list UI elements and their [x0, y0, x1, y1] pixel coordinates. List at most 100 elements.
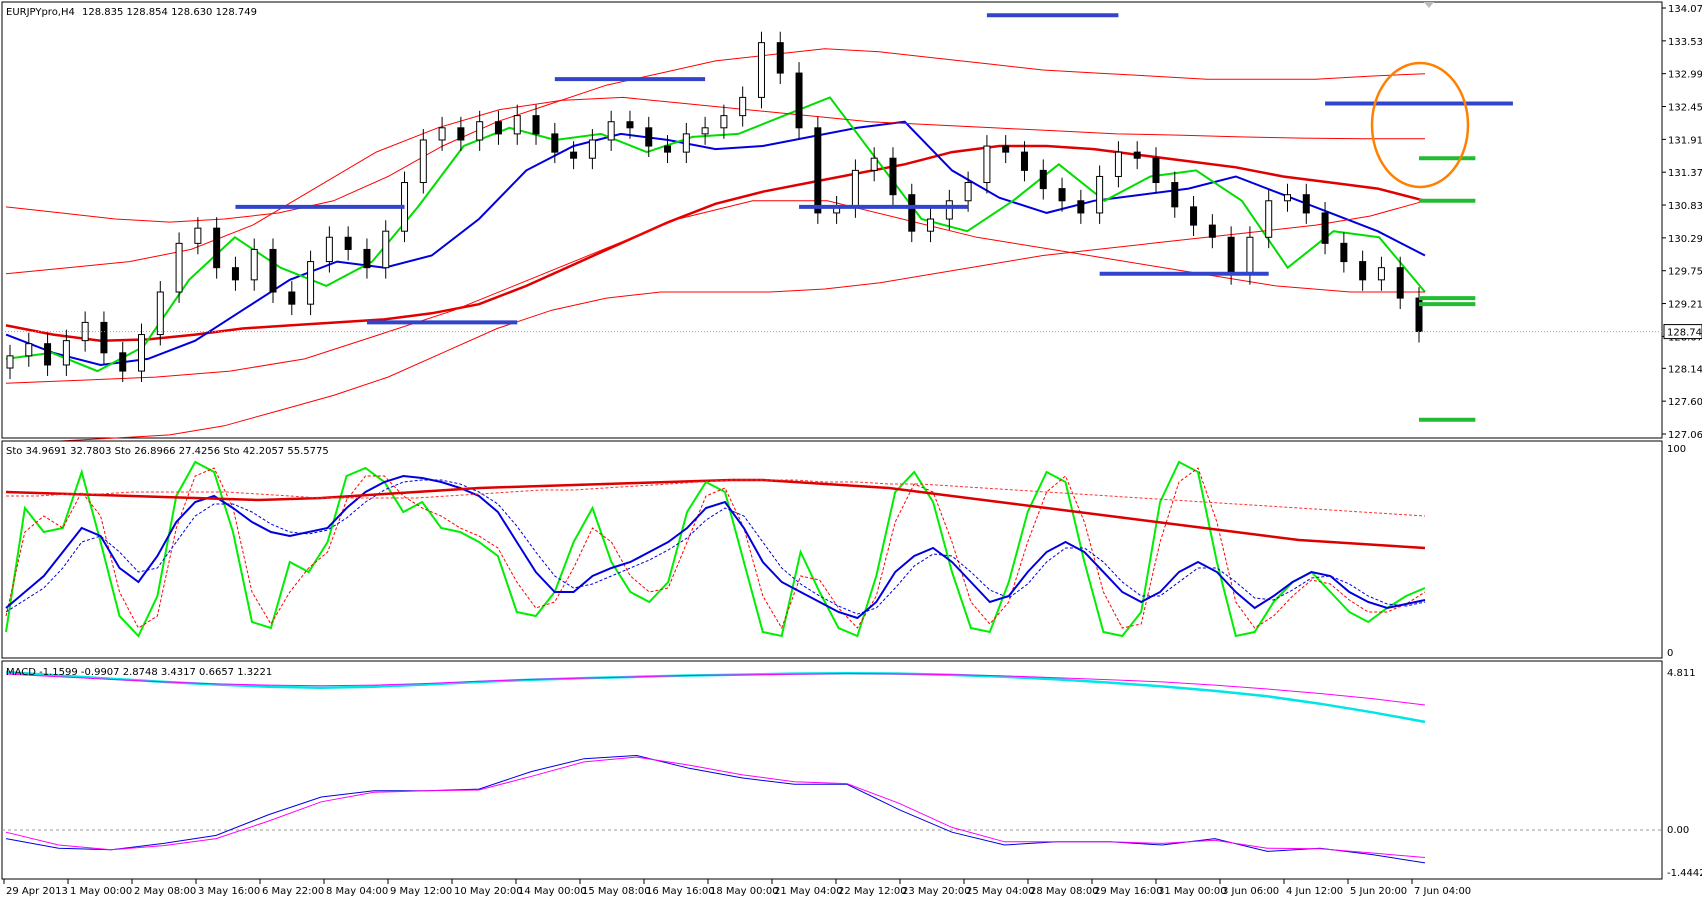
macd-tick-zero: 0.00 — [1667, 825, 1689, 836]
candle — [1152, 147, 1160, 194]
candle-body — [1340, 242, 1348, 263]
candle — [776, 31, 784, 85]
candle-body — [908, 194, 916, 232]
candle — [213, 217, 221, 279]
time-tick-label: 6 May 22:00 — [262, 886, 324, 897]
candle-body — [739, 96, 747, 117]
candle-body — [119, 352, 127, 372]
candle-body — [6, 355, 14, 369]
candle-body — [288, 291, 296, 305]
candle — [588, 129, 596, 170]
stochastic-lines — [5, 460, 1426, 638]
candle-body — [269, 248, 277, 293]
candle — [382, 220, 390, 279]
indicator-line — [5, 200, 1426, 445]
indicator-line — [5, 48, 1426, 223]
candle-body — [231, 267, 239, 281]
candle-body — [1396, 267, 1404, 299]
candle-body — [344, 236, 352, 250]
candle — [645, 116, 653, 157]
candles — [6, 31, 1423, 383]
candle-body — [213, 227, 221, 269]
stochastic-label: Sto 34.9691 32.7803 Sto 26.8966 27.4256 … — [6, 446, 329, 457]
time-tick-label: 23 May 20:00 — [902, 886, 971, 897]
candle — [870, 147, 878, 182]
candle — [1377, 256, 1385, 291]
candle-body — [476, 121, 484, 141]
candle-body — [44, 343, 52, 366]
time-tick-label: 5 Jun 20:00 — [1350, 886, 1407, 897]
candle-body — [626, 121, 634, 129]
candle-body — [1039, 169, 1047, 190]
candle — [1340, 232, 1348, 273]
candle-body — [1359, 261, 1367, 281]
candle-body — [307, 261, 315, 305]
candle-body — [513, 115, 521, 135]
candle-body — [1283, 194, 1291, 202]
indicator-line — [5, 96, 1426, 373]
candle-body — [81, 321, 89, 342]
price-tick-label: 133.530 — [1668, 37, 1702, 48]
candle — [325, 226, 333, 273]
candle — [1096, 165, 1104, 224]
candle — [1039, 159, 1047, 200]
candle-body — [138, 334, 146, 372]
candle-body — [175, 242, 183, 293]
candle — [269, 238, 277, 303]
candle-body — [814, 127, 822, 214]
candle — [250, 238, 258, 291]
time-tick-label: 1 May 00:00 — [70, 886, 132, 897]
candle — [363, 238, 371, 279]
time-tick-label: 21 May 04:00 — [774, 886, 843, 897]
macd-line — [5, 673, 1426, 706]
time-tick-label: 2 May 08:00 — [134, 886, 196, 897]
candle — [25, 332, 33, 367]
candle — [889, 147, 897, 206]
candle-body — [570, 151, 578, 159]
time-tick-label: 28 May 08:00 — [1030, 886, 1099, 897]
candle-body — [1190, 206, 1198, 226]
candle — [156, 281, 164, 346]
stochastic-tick-top: 100 — [1667, 444, 1686, 455]
candle — [476, 110, 484, 151]
candle-body — [156, 291, 164, 336]
candle-body — [889, 157, 897, 196]
price-panel: EURJPYpro,H4 128.835 128.854 128.630 128… — [1, 1, 1702, 445]
candle — [1058, 177, 1066, 212]
candle-body — [1265, 200, 1273, 238]
symbol-label: EURJPYpro,H4 — [6, 7, 75, 18]
candle-body — [325, 236, 333, 263]
candle-body — [1321, 212, 1329, 244]
time-axis: 29 Apr 2013 1 May 00:00 2 May 08:00 3 May 1… — [3, 879, 1471, 897]
time-tick-label: 29 Apr 2013 — [6, 886, 68, 897]
highlight-ellipse — [1370, 61, 1470, 189]
candle-body — [870, 157, 878, 171]
candle-body — [945, 200, 953, 220]
candle-body — [682, 133, 690, 153]
candle — [570, 141, 578, 170]
indicator-line — [5, 144, 1426, 342]
price-tick-label: 128.145 — [1668, 364, 1702, 375]
candle-body — [25, 343, 33, 357]
candle-body — [100, 321, 108, 354]
candle — [983, 135, 991, 194]
price-panel-frame — [1, 1, 1663, 439]
time-tick-label: 3 May 16:00 — [198, 886, 260, 897]
candle — [1020, 141, 1028, 182]
candle — [194, 217, 202, 255]
candle-body — [250, 248, 258, 281]
candle — [138, 323, 146, 383]
price-tick-label: 129.750 — [1668, 267, 1702, 278]
time-tick-label: 16 May 16:00 — [646, 886, 715, 897]
candle — [438, 116, 446, 151]
candle — [1190, 195, 1198, 237]
candle-body — [1302, 194, 1310, 214]
candle-body — [382, 230, 390, 269]
candle-body — [664, 145, 672, 153]
candle — [1002, 135, 1010, 164]
candle-body — [1020, 151, 1028, 171]
time-tick-label: 7 Jun 04:00 — [1414, 886, 1471, 897]
candle-body — [1114, 151, 1122, 177]
macd-tick-top: 4.811 — [1667, 668, 1696, 679]
shift-marker — [1424, 2, 1434, 8]
